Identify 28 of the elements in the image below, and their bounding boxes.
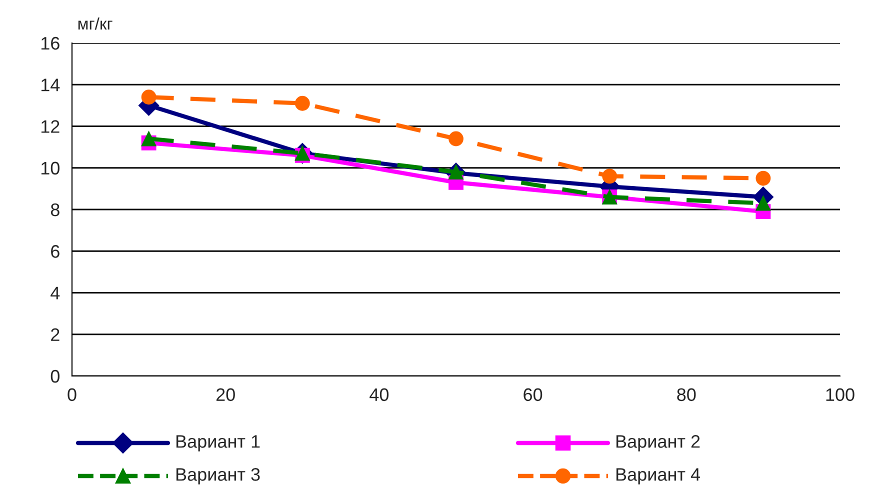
y-tick-label: 0: [50, 370, 60, 383]
legend-label: Вариант 2: [616, 435, 700, 452]
y-tick-label: 6: [51, 245, 60, 258]
y-tick-label: 16: [41, 36, 60, 50]
y-tick-label: 8: [50, 203, 60, 216]
y-axis-title: мг/кг: [78, 17, 112, 30]
x-tick-label: 40: [370, 388, 389, 402]
y-tick-label: 12: [41, 120, 60, 133]
y-tick-label: 14: [41, 78, 60, 92]
x-tick-label: 80: [677, 388, 696, 402]
y-tick-label: 4: [50, 286, 60, 300]
point: [756, 170, 771, 186]
point: [448, 131, 464, 146]
point: [448, 164, 464, 180]
point: [756, 196, 771, 211]
point: [141, 131, 156, 146]
legend-label: Вариант 3: [176, 468, 260, 484]
point: [294, 96, 310, 111]
y-tick-label: 10: [41, 162, 60, 175]
x-tick-label: 20: [216, 388, 235, 402]
legend-label: Вариант 4: [616, 468, 700, 484]
legend-label: Вариант 1: [176, 435, 260, 452]
point: [602, 168, 618, 184]
point: [141, 90, 156, 105]
x-tick-label: 0: [68, 388, 76, 402]
y-tick-label: 2: [51, 328, 60, 341]
x-tick-label: 100: [826, 388, 854, 402]
x-tick-label: 60: [524, 388, 542, 402]
